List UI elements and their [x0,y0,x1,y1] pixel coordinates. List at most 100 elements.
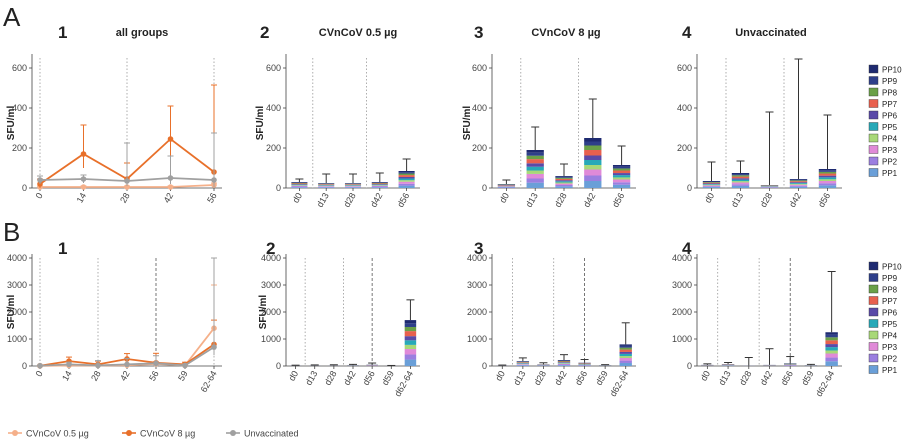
x-tick-label: 42 [118,369,132,383]
bar-segment-pp3 [291,185,308,187]
y-tick-label: 0 [276,183,281,193]
legend-label-pp10-b: PP10 [882,263,902,272]
panel-number: 1 [58,23,67,42]
panel-a4: 4 Unvaccinated 0 200 400 600 d0 d13 d28 d42 d56 [677,23,842,209]
bar-segment-pp7 [404,331,417,337]
bar-segment-pp4 [619,356,632,359]
bottom-legend: CVnCoV 0.5 µg CVnCoV 8 µg Unvaccinated [8,429,299,439]
bar-segment-pp4 [371,185,388,186]
y-tick-label: 2000 [467,307,487,317]
panel-b3: 3 0 1000 2000 3000 4000 d0 d13 d28 d42 d56 d59d62-6… [467,239,636,398]
bar-segment-pp1 [318,187,335,188]
bar-segment-pp6 [398,176,415,179]
legend-swatch-pp3-a [868,145,879,154]
y-axis-label: SFU/ml [6,295,17,330]
bar-segment-pp6 [818,175,837,178]
bar-segment-pp2 [825,357,838,362]
y-tick-label: 600 [12,63,27,73]
bar-segment-pp5 [825,347,838,351]
x-tick-label: d28 [553,191,569,209]
bar-segment-pp1 [557,365,571,366]
bar-segment-pp1 [291,187,308,188]
series-point [124,178,130,184]
bar-segment-pp10 [526,150,544,153]
y-tick-label: 3000 [672,280,692,290]
bar-segment-pp9 [404,323,417,327]
row-label-a: A [3,2,21,32]
x-tick-label: d13 [524,191,540,209]
panel-number: 3 [474,239,483,258]
bar-segment-pp3 [731,182,750,185]
series-point [124,361,130,368]
bar-segment-pp2 [612,182,631,185]
bar-segment-pp3 [584,169,602,176]
panel-number: 3 [474,23,483,42]
legend-swatch-pp1-b [868,365,879,374]
bar-segment-pp3 [318,186,335,187]
x-tick-label: d0 [703,191,717,205]
panel-number: 4 [682,239,692,258]
x-tick-label: d0 [287,369,301,383]
bar-segment-pp6 [584,155,602,160]
series-point [80,176,87,182]
x-tick-label: 0 [34,369,45,378]
series-point [80,184,87,190]
legend-swatch-pp2-b [868,353,879,363]
panel-title: CVnCoV 0.5 µg [319,27,397,39]
panel-title: Unvaccinated [735,27,807,39]
bottom-legend-label-0: CVnCoV 0.5 µg [26,429,89,439]
bar-segment-pp6 [371,184,388,185]
legend-label-pp5-a: PP5 [882,123,898,132]
bar-segment-pp1 [344,187,362,188]
bar-segment-pp10 [818,169,837,171]
x-tick-label: d28 [322,369,338,387]
legend-swatch-pp2-a [868,156,879,166]
legend-label-pp1-a: PP1 [882,169,898,178]
bar-segment-pp5 [818,177,837,180]
bar-segment-pp2 [318,186,335,188]
bar-segment-pp10 [612,165,631,167]
bar-segment-pp5 [555,181,573,183]
x-tick-label: d42 [342,369,358,387]
bar-segment-pp3 [818,180,837,184]
bar-segment-pp7 [818,173,837,176]
bar-segment-pp2 [702,186,721,188]
legend-label-pp9-a: PP9 [882,77,898,86]
bar-segment-pp3 [825,353,838,358]
bar-segment-pp8 [371,182,388,184]
bar-segment-pp10 [584,138,602,142]
bar-segment-pp6 [526,163,544,167]
bar-segment-pp9 [731,174,750,176]
bar-segment-pp1 [619,362,632,366]
bar-segment-pp8 [291,182,308,184]
bar-segment-pp5 [404,340,417,345]
bar-segment-pp1 [789,186,808,188]
bar-segment-pp7 [555,178,573,181]
x-tick-label: d28 [737,369,753,387]
y-axis-label: SFU/ml [6,106,17,141]
bar-segment-pp9 [789,179,808,181]
y-tick-label: 0 [482,183,487,193]
legend-label-pp4-a: PP4 [882,135,898,144]
x-tick-label: d62-64 [392,369,415,398]
bar-segment-pp3 [371,185,388,187]
x-tick-label: 14 [75,191,89,205]
bar-segment-pp6 [557,362,571,363]
bar-segment-pp5 [557,362,571,364]
series-point [37,177,43,183]
panel-title: all groups [116,27,169,39]
legend-label-pp10-a: PP10 [882,66,902,75]
panel-number: 2 [260,23,269,42]
y-tick-label: 3000 [261,280,281,290]
legend-swatch-pp10-a [868,64,879,74]
legend-label-pp5-b: PP5 [882,320,898,329]
panel-b2: 2 SFU/ml 0 1000 2000 3000 4000 d0 d13 d28 d42 d56 d5… [258,239,420,398]
bar-segment-pp1 [404,359,417,366]
bar-segment-pp2 [516,364,530,366]
x-tick-label: d28 [758,191,774,209]
x-tick-label: 59 [176,369,190,383]
x-tick-label: d59 [594,369,610,387]
legend-swatch-pp4-a [868,133,879,143]
bar-segment-pp4 [702,184,721,186]
